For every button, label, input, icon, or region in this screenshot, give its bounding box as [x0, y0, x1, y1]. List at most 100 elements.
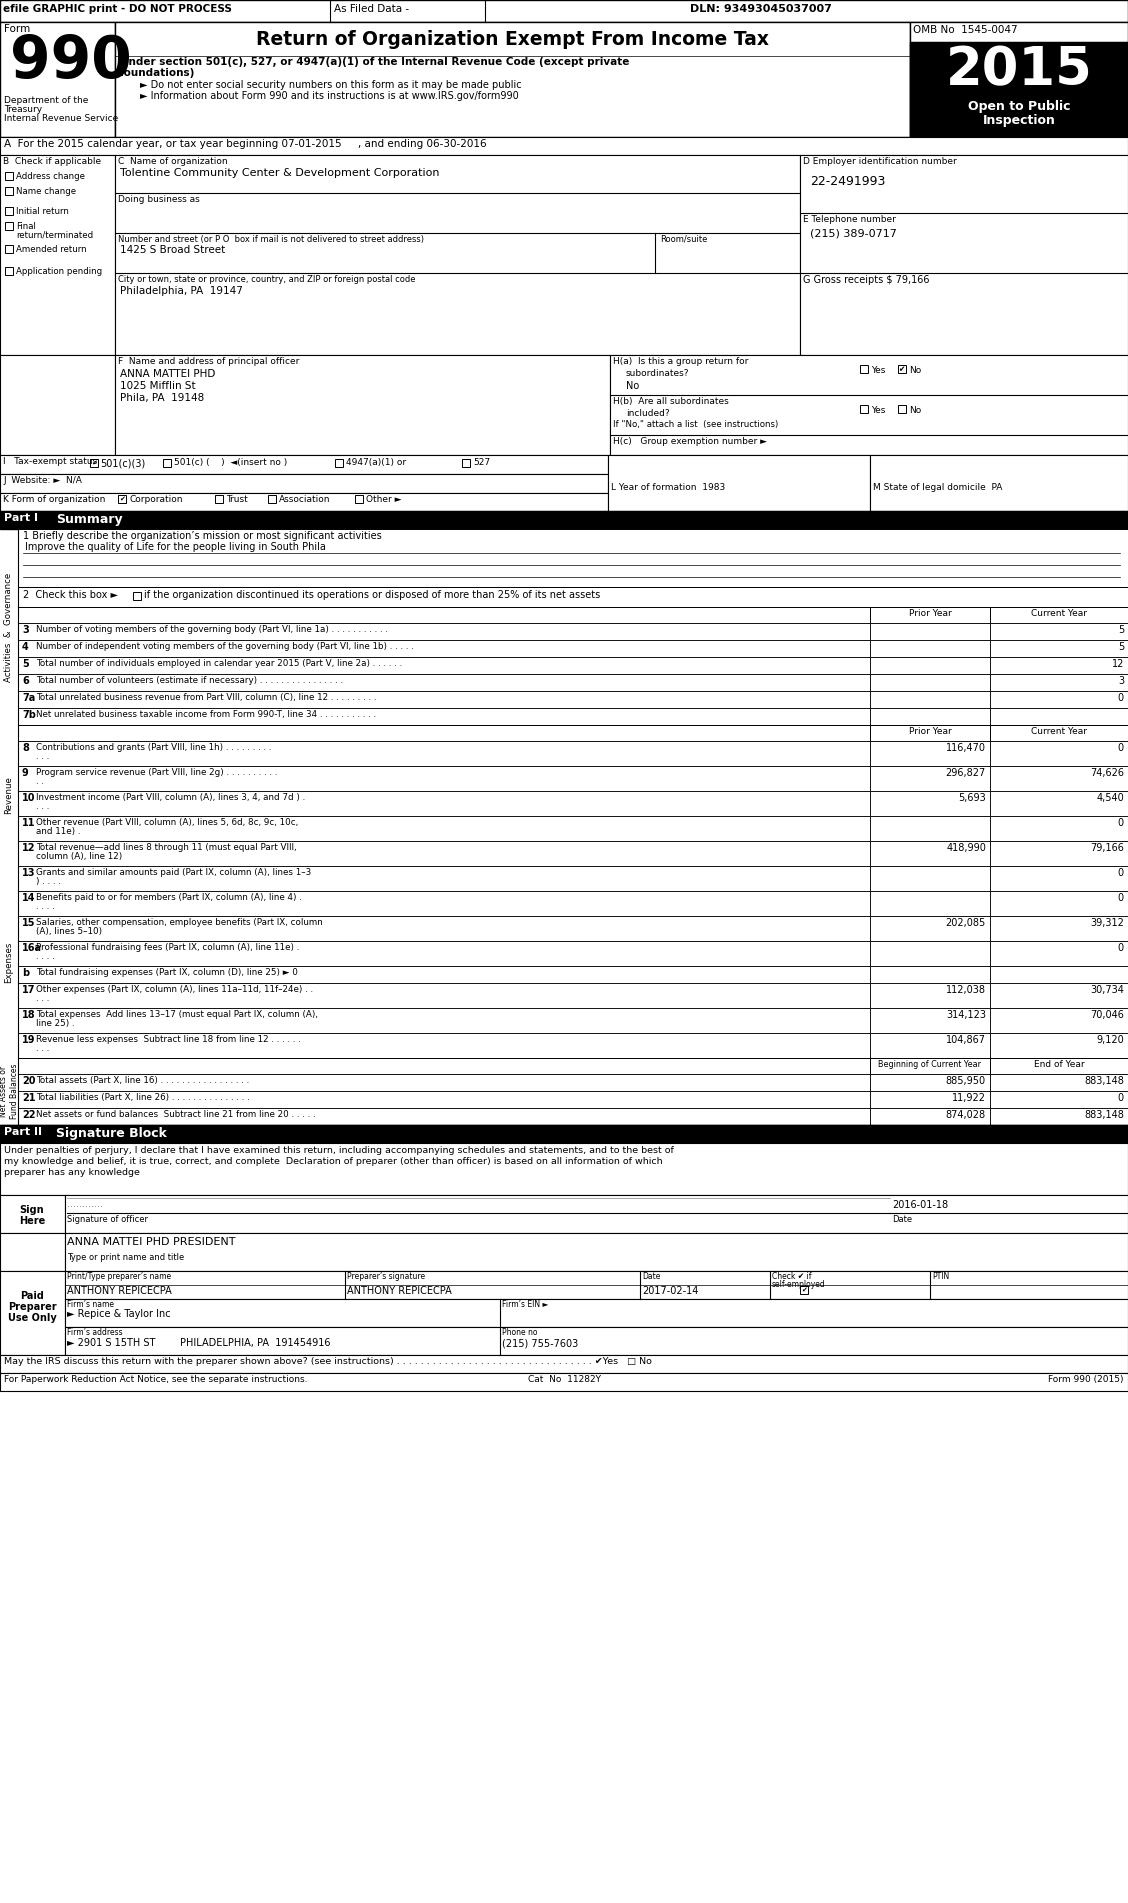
Text: B  Check if applicable: B Check if applicable [3, 158, 102, 166]
Text: (215) 389-0717: (215) 389-0717 [810, 228, 897, 238]
Bar [18, 708, 870, 725]
Text: Form: Form [5, 25, 30, 34]
Text: Current Year: Current Year [1031, 609, 1087, 618]
Text: Part I: Part I [5, 514, 38, 523]
Bar [18, 607, 870, 622]
Text: City or town, state or province, country, and ZIP or foreign postal code: City or town, state or province, country… [118, 276, 415, 284]
Text: Grants and similar amounts paid (Part IX, column (A), lines 1–3: Grants and similar amounts paid (Part IX… [36, 868, 311, 877]
Bar [990, 841, 1128, 866]
Text: Prior Year: Prior Year [909, 609, 951, 618]
Text: D Employer identification number: D Employer identification number [803, 158, 957, 166]
Text: 30,734: 30,734 [1090, 986, 1123, 995]
Text: Part II: Part II [5, 1127, 42, 1136]
Text: (A), lines 5–10): (A), lines 5–10) [36, 927, 103, 936]
Bar [870, 657, 990, 674]
Text: 1 Briefly describe the organization’s mission or most significant activities: 1 Briefly describe the organization’s mi… [23, 531, 381, 540]
Text: No: No [626, 381, 640, 390]
Text: Beginning of Current Year: Beginning of Current Year [879, 1060, 981, 1069]
Text: 527: 527 [473, 459, 491, 466]
Text: 11: 11 [23, 818, 35, 828]
Bar [18, 1073, 870, 1090]
Text: Doing business as: Doing business as [118, 194, 200, 204]
Text: No: No [909, 405, 922, 415]
Text: and 11e) .: and 11e) . [36, 828, 80, 835]
Bar [860, 405, 869, 413]
Bar [990, 866, 1128, 891]
Text: K Form of organization: K Form of organization [3, 495, 105, 504]
Text: ✔: ✔ [898, 365, 905, 375]
Text: H(a)  Is this a group return for: H(a) Is this a group return for [613, 358, 748, 365]
Text: 1025 Mifflin St: 1025 Mifflin St [120, 381, 195, 390]
Text: Amended return: Amended return [16, 245, 87, 253]
Text: 12: 12 [1111, 658, 1123, 670]
Bar [0, 455, 608, 474]
Text: Paid: Paid [20, 1290, 44, 1302]
Text: 74,626: 74,626 [1090, 769, 1123, 778]
Text: Inspection: Inspection [982, 114, 1056, 128]
Text: Total liabilities (Part X, line 26) . . . . . . . . . . . . . . .: Total liabilities (Part X, line 26) . . … [36, 1092, 249, 1102]
Bar [5, 223, 14, 230]
Bar [870, 984, 990, 1009]
Text: ✔: ✔ [91, 461, 97, 466]
Bar [355, 495, 363, 502]
Text: 22: 22 [23, 1109, 35, 1121]
Text: 9,120: 9,120 [1096, 1035, 1123, 1045]
Bar [870, 1108, 990, 1125]
Text: Other ►: Other ► [365, 495, 402, 504]
Text: 6: 6 [23, 676, 28, 685]
Text: Check ✔ if: Check ✔ if [772, 1271, 811, 1281]
Bar [18, 586, 1128, 607]
Bar [0, 1372, 1128, 1391]
Text: 0: 0 [1118, 818, 1123, 828]
Bar [990, 767, 1128, 792]
Text: . . .: . . . [36, 1045, 50, 1052]
Bar [18, 691, 870, 708]
Text: return/terminated: return/terminated [16, 230, 94, 240]
Bar [0, 1233, 65, 1271]
Text: Preparer: Preparer [8, 1302, 56, 1311]
Bar [870, 691, 990, 708]
Bar [18, 767, 870, 792]
Text: 3: 3 [1118, 676, 1123, 685]
Text: 5: 5 [1118, 641, 1123, 653]
Text: ANNA MATTEI PHD PRESIDENT: ANNA MATTEI PHD PRESIDENT [67, 1237, 236, 1246]
Text: Internal Revenue Service: Internal Revenue Service [5, 114, 118, 124]
Text: Net unrelated business taxable income from Form 990-T, line 34 . . . . . . . . .: Net unrelated business taxable income fr… [36, 710, 377, 719]
Bar [0, 1195, 65, 1233]
Bar [18, 967, 870, 984]
Text: ► 2901 S 15TH ST: ► 2901 S 15TH ST [67, 1338, 156, 1347]
Text: 3: 3 [23, 624, 28, 636]
Text: For Paperwork Reduction Act Notice, see the separate instructions.: For Paperwork Reduction Act Notice, see … [5, 1376, 308, 1383]
Text: 11,922: 11,922 [952, 1092, 986, 1104]
Text: 70,046: 70,046 [1090, 1010, 1123, 1020]
Bar [18, 1009, 870, 1033]
Text: subordinates?: subordinates? [626, 369, 689, 379]
Text: DLN: 93493045037007: DLN: 93493045037007 [690, 4, 831, 13]
Text: . .: . . [36, 776, 44, 786]
Text: J  Website: ►  N/A: J Website: ► N/A [3, 476, 82, 485]
Text: Improve the quality of Life for the people living in South Phila: Improve the quality of Life for the peop… [25, 542, 326, 552]
Text: Program service revenue (Part VIII, line 2g) . . . . . . . . . .: Program service revenue (Part VIII, line… [36, 769, 277, 776]
Text: Trust: Trust [226, 495, 248, 504]
Text: F  Name and address of principal officer: F Name and address of principal officer [118, 358, 299, 365]
Bar [990, 674, 1128, 691]
Bar [990, 725, 1128, 740]
Text: ✔: ✔ [118, 497, 125, 502]
Text: line 25) .: line 25) . [36, 1018, 74, 1028]
Text: Initial return: Initial return [16, 207, 69, 217]
Text: Phone no: Phone no [502, 1328, 538, 1338]
Bar [18, 674, 870, 691]
Text: . . . .: . . . . [36, 902, 55, 912]
Bar [0, 493, 608, 512]
Text: 4947(a)(1) or: 4947(a)(1) or [346, 459, 406, 466]
Text: Date: Date [642, 1271, 660, 1281]
Bar [610, 356, 1128, 455]
Text: Yes: Yes [871, 405, 885, 415]
Text: ✔: ✔ [801, 1286, 807, 1292]
Text: . . .: . . . [36, 801, 50, 811]
Text: 2016-01-18: 2016-01-18 [892, 1201, 949, 1210]
Bar [898, 405, 906, 413]
Text: 5: 5 [23, 658, 28, 670]
Text: Firm’s address: Firm’s address [67, 1328, 123, 1338]
Text: Date: Date [892, 1214, 913, 1224]
